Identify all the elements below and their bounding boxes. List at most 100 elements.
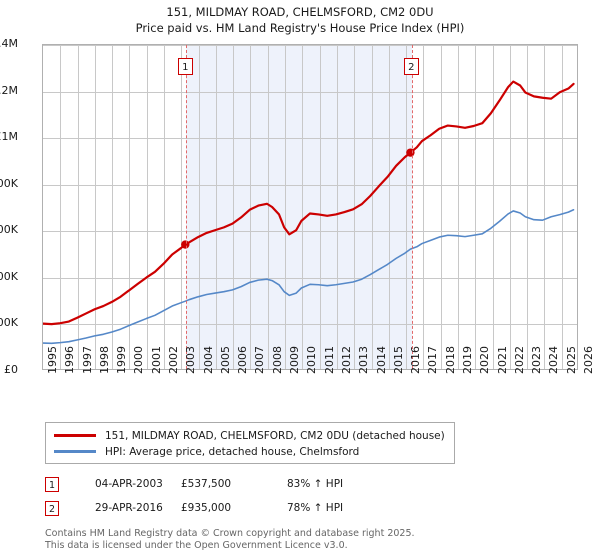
x-axis-tick-label: 1997 (80, 346, 94, 374)
legend-item-price-paid: 151, MILDMAY ROAD, CHELMSFORD, CM2 0DU (… (54, 428, 446, 443)
gridline-vertical (77, 45, 79, 369)
event-line-1 (185, 45, 187, 369)
series-lines (43, 80, 575, 345)
x-axis-tick-label: 2023 (530, 346, 544, 374)
gridline-vertical (492, 45, 494, 369)
legend-swatch-hpi (54, 450, 96, 453)
y-axis-tick-label: £1M (0, 130, 18, 144)
x-axis-tick-label: 2004 (201, 346, 215, 374)
gridline-vertical (181, 45, 183, 369)
x-axis-tick-label: 2017 (426, 346, 440, 374)
transaction-price-2: £935,000 (181, 502, 232, 514)
title-line-1: 151, MILDMAY ROAD, CHELMSFORD, CM2 0DU (166, 5, 434, 19)
page-title: 151, MILDMAY ROAD, CHELMSFORD, CM2 0DU P… (0, 4, 600, 36)
transactions-table: 1 04-APR-2003 £537,500 83% ↑ HPI 2 29-AP… (45, 472, 465, 520)
transaction-point-2[interactable] (406, 148, 415, 157)
gridline-vertical (406, 45, 408, 369)
gridline-vertical (319, 45, 321, 369)
gridline-horizontal (43, 277, 577, 279)
x-axis-tick-label: 2010 (305, 346, 319, 374)
x-axis-tick-label: 2022 (512, 346, 526, 374)
x-axis-tick-label: 1996 (63, 346, 77, 374)
x-axis-tick-label: 2005 (218, 346, 232, 374)
x-axis-tick-label: 2019 (460, 346, 474, 374)
gridline-horizontal (43, 138, 577, 140)
y-axis-tick-label: £1.4M (0, 37, 18, 50)
gridline-vertical (215, 45, 217, 369)
x-axis-tick-label: 1995 (46, 346, 59, 374)
x-axis-tick-label: 2014 (374, 346, 388, 374)
x-axis-tick-label: 2021 (495, 346, 509, 374)
transaction-date-1: 04-APR-2003 (95, 478, 163, 490)
y-axis-tick-label: £200K (0, 316, 18, 330)
shaded-period-band (185, 45, 412, 369)
footer-line-1: Contains HM Land Registry data © Crown c… (45, 528, 415, 539)
x-axis-tick-label: 2020 (478, 346, 492, 374)
gridline-vertical (354, 45, 356, 369)
chart-legend: 151, MILDMAY ROAD, CHELMSFORD, CM2 0DU (… (45, 422, 455, 464)
x-axis-tick-label: 2025 (564, 346, 578, 374)
x-axis-tick-label: 2000 (132, 346, 146, 374)
transaction-index-2: 2 (45, 500, 59, 516)
y-axis-tick-label: £800K (0, 176, 18, 190)
gridline-horizontal (43, 184, 577, 186)
transaction-index-1: 1 (45, 476, 59, 492)
gridline-vertical (302, 45, 304, 369)
gridline-vertical (94, 45, 96, 369)
chart-plot-area (42, 44, 578, 370)
x-axis-tick-label: 1999 (115, 346, 129, 374)
x-axis-tick-label: 2008 (270, 346, 284, 374)
chart-marker-1[interactable]: 1 (177, 58, 193, 75)
event-line-2 (411, 45, 413, 369)
y-axis-tick-label: £600K (0, 223, 18, 237)
x-axis-tick-label: 2024 (547, 346, 561, 374)
gridline-vertical (423, 45, 425, 369)
gridline-vertical (267, 45, 269, 369)
x-axis-tick-label: 2015 (391, 346, 405, 374)
legend-swatch-price-paid (54, 434, 96, 437)
gridline-vertical (60, 45, 62, 369)
gridline-vertical (527, 45, 529, 369)
transaction-hpi-2: 78% ↑ HPI (287, 502, 344, 514)
gridline-vertical (371, 45, 373, 369)
table-row[interactable]: 1 04-APR-2003 £537,500 83% ↑ HPI (45, 472, 465, 496)
gridline-vertical (457, 45, 459, 369)
title-line-2: Price paid vs. HM Land Registry's House … (135, 21, 465, 35)
legend-label-hpi: HPI: Average price, detached house, Chel… (105, 445, 360, 458)
gridline-vertical (440, 45, 442, 369)
x-axis-tick-label: 2011 (322, 346, 336, 374)
x-axis-tick-label: 2006 (236, 346, 250, 374)
y-axis-tick-label: £0 (4, 363, 18, 376)
x-axis-tick-label: 1998 (97, 346, 111, 374)
gridline-vertical (112, 45, 114, 369)
x-axis-tick-label: 2012 (339, 346, 353, 374)
x-axis-tick-label: 2001 (149, 346, 163, 374)
gridline-vertical (250, 45, 252, 369)
transaction-point-1[interactable] (181, 240, 190, 249)
x-axis-tick-label: 2016 (409, 346, 423, 374)
gridline-vertical (285, 45, 287, 369)
gridline-vertical (475, 45, 477, 369)
gridline-vertical (198, 45, 200, 369)
transaction-hpi-1: 83% ↑ HPI (287, 478, 344, 490)
gridline-vertical (561, 45, 563, 369)
series-line-price-paid (43, 80, 575, 326)
gridline-horizontal (43, 45, 577, 46)
y-axis-tick-label: £1.2M (0, 83, 18, 97)
x-axis-tick-label: 2013 (357, 346, 371, 374)
series-line-hpi (43, 208, 575, 345)
x-axis-tick-label: 2003 (184, 346, 198, 374)
gridline-vertical (544, 45, 546, 369)
gridline-vertical (233, 45, 235, 369)
legend-label-price-paid: 151, MILDMAY ROAD, CHELMSFORD, CM2 0DU (… (105, 429, 445, 442)
x-axis-tick-label: 2002 (167, 346, 181, 374)
chart-marker-2[interactable]: 2 (403, 58, 419, 75)
legend-item-hpi: HPI: Average price, detached house, Chel… (54, 444, 446, 459)
x-axis-tick-label: 2009 (288, 346, 302, 374)
x-axis-tick-label: 2018 (443, 346, 457, 374)
footer-attribution: Contains HM Land Registry data © Crown c… (45, 528, 565, 552)
gridline-horizontal (43, 324, 577, 326)
table-row[interactable]: 2 29-APR-2016 £935,000 78% ↑ HPI (45, 496, 465, 520)
footer-line-2: This data is licensed under the Open Gov… (45, 540, 348, 551)
